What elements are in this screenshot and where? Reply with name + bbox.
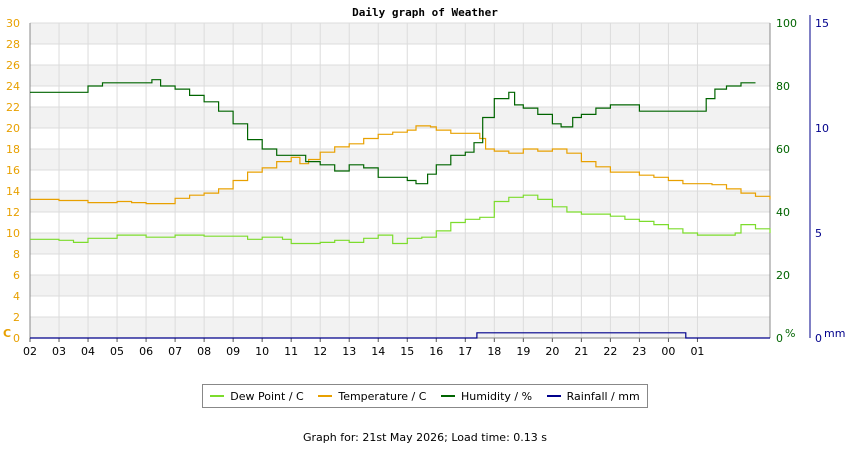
left-tick-label: 30 [6, 17, 20, 30]
legend-label: Rainfall / mm [566, 389, 640, 403]
grid-band [30, 191, 770, 212]
rainfall-tick-label: 10 [815, 122, 829, 135]
left-tick-label: 10 [6, 227, 20, 240]
left-tick-label: 4 [13, 290, 20, 303]
series-line-dew [30, 194, 771, 245]
grid-band [30, 65, 770, 86]
x-tick-label: 03 [52, 345, 66, 358]
left-tick-label: 8 [13, 248, 20, 261]
right-tick-label: 60 [776, 143, 790, 156]
legend: Dew Point / C Temperature / C Humidity /… [202, 384, 648, 408]
x-tick-label: 12 [313, 345, 327, 358]
rainfall-tick-label: 0 [815, 332, 822, 345]
x-tick-label: 16 [429, 345, 443, 358]
rainfall-axis-unit: mm [824, 327, 845, 340]
x-tick-label: 14 [371, 345, 385, 358]
grid-band [30, 275, 770, 296]
left-tick-label: 2 [13, 311, 20, 324]
x-tick-label: 20 [545, 345, 559, 358]
x-tick-label: 06 [139, 345, 153, 358]
left-tick-label: 20 [6, 122, 20, 135]
left-tick-label: 14 [6, 185, 20, 198]
left-tick-label: 18 [6, 143, 20, 156]
legend-swatch [546, 395, 561, 397]
right-humidity-axis: 0 20 40 60 80 100% [769, 17, 797, 345]
grid-band [30, 107, 770, 128]
left-tick-label: 12 [6, 206, 20, 219]
right-rainfall-axis: 0 5 10 15 mm [809, 15, 845, 345]
grid-band [30, 317, 770, 338]
series-line-rainfall [30, 332, 770, 339]
series-lines [30, 79, 771, 339]
left-tick-label: 26 [6, 59, 20, 72]
right-tick-label: 0 [776, 332, 783, 345]
right-tick-label: 80 [776, 80, 790, 93]
right-axis-unit: % [785, 327, 795, 340]
grid-band [30, 149, 770, 170]
left-tick-label: 24 [6, 80, 20, 93]
legend-item: Rainfall / mm [546, 389, 640, 403]
x-tick-label: 13 [342, 345, 356, 358]
left-tick-label: 28 [6, 38, 20, 51]
legend-swatch [441, 395, 456, 397]
x-tick-label: 02 [23, 345, 37, 358]
x-tick-label: 05 [110, 345, 124, 358]
chart-title: Daily graph of Weather [352, 6, 498, 19]
legend-swatch [318, 395, 333, 397]
right-tick-label: 20 [776, 269, 790, 282]
x-tick-label: 15 [400, 345, 414, 358]
plot-background [30, 22, 770, 339]
x-tick-label: 09 [226, 345, 240, 358]
left-tick-label: 22 [6, 101, 20, 114]
series-line-temperature [30, 125, 771, 205]
footer-info: Graph for: 21st May 2026; Load time: 0.1… [302, 431, 547, 444]
left-axis-unit: C [3, 327, 11, 340]
x-tick-label: 11 [284, 345, 298, 358]
x-axis: 02 03 04 05 06 07 08 09 10 11 12 13 14 15 16 17 18 19 20 21… [23, 337, 770, 358]
legend-item: Dew Point / C [210, 389, 304, 403]
series-line-humidity [30, 79, 756, 185]
rainfall-tick-label: 5 [815, 227, 822, 240]
right-tick-label: 100 [776, 17, 797, 30]
x-tick-label: 23 [632, 345, 646, 358]
rainfall-tick-label: 15 [815, 17, 829, 30]
x-tick-label: 10 [255, 345, 269, 358]
grid-band [30, 23, 770, 44]
x-tick-label: 01 [690, 345, 704, 358]
left-tick-label: 16 [6, 164, 20, 177]
left-tick-label: 0 [13, 332, 20, 345]
legend-label: Temperature / C [338, 389, 427, 403]
legend-item: Humidity / % [441, 390, 532, 403]
x-tick-label: 04 [81, 345, 95, 358]
legend-label: Dew Point / C [230, 389, 304, 403]
x-tick-label: 17 [458, 345, 472, 358]
x-tick-label: 07 [168, 345, 182, 358]
x-tick-label: 19 [516, 345, 530, 358]
x-tick-label: 18 [487, 345, 501, 358]
right-tick-label: 40 [776, 206, 790, 219]
legend-label: Humidity / % [461, 389, 533, 403]
left-tick-label: 6 [13, 269, 20, 282]
x-tick-label: 08 [197, 345, 211, 358]
x-tick-label: 22 [603, 345, 617, 358]
legend-item: Temperature / C [318, 390, 426, 403]
x-tick-label: 21 [574, 345, 588, 358]
legend-swatch [210, 395, 225, 397]
x-tick-label: 00 [661, 345, 675, 358]
